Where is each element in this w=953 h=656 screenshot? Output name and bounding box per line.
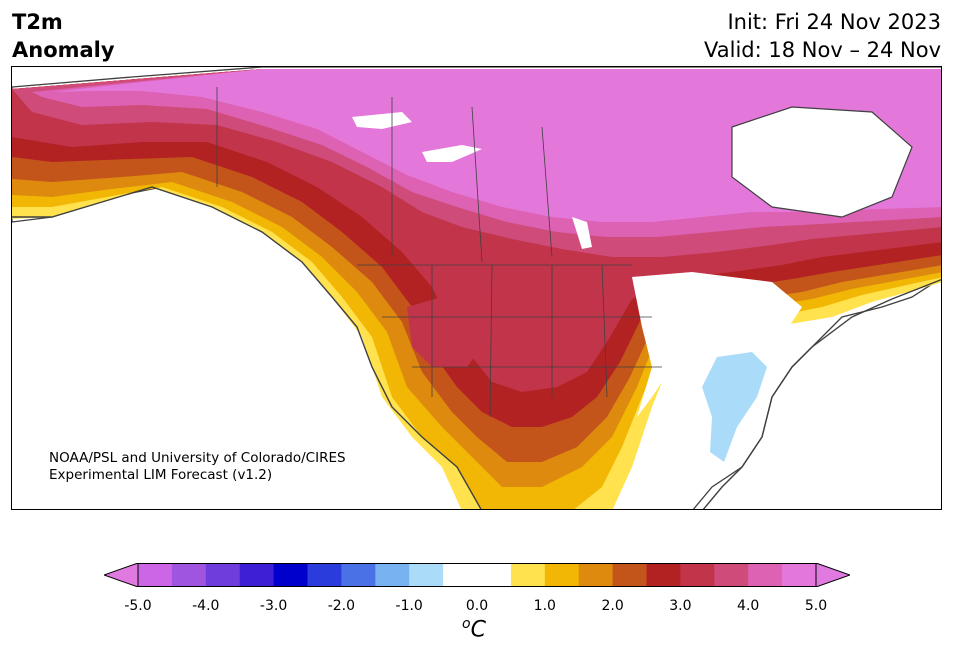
colorbar-tick-label: 2.0 (601, 598, 624, 614)
colorbar-tick-label: 0.0 (465, 598, 489, 614)
boundary-lines (216, 87, 662, 418)
anomaly-map (11, 66, 942, 510)
band-inner-sw (407, 297, 482, 367)
colorbar-tick-label: 3.0 (669, 598, 692, 614)
colorbar-cell (341, 563, 376, 587)
lake-great-bear (352, 112, 412, 129)
colorbar-cell (409, 563, 444, 587)
unit-letter: C (470, 617, 486, 643)
colorbar-cell (273, 563, 308, 587)
colorbar-over-arrow (815, 563, 850, 587)
colorbar-cell (680, 563, 715, 587)
colorbar-cell (477, 563, 512, 587)
colorbar-outline (137, 563, 817, 587)
lake-winnipeg (572, 217, 592, 249)
lake-great-slave (422, 145, 482, 162)
credit-line-2: Experimental LIM Forecast (v1.2) (49, 467, 273, 483)
colorbar-cell (375, 563, 410, 587)
colorbar-tick-label: -4.0 (192, 598, 220, 614)
unit-degree: o (462, 616, 471, 632)
colorbar-cell (171, 563, 207, 587)
colorbar-under-arrow (104, 563, 139, 587)
colorbar-cell (205, 563, 241, 587)
hudson-bay (731, 106, 913, 218)
credit-line-1: NOAA/PSL and University of Colorado/CIRE… (49, 450, 346, 466)
colorbar-cells (138, 563, 817, 587)
coastline-east (702, 279, 941, 509)
title-line-1: T2m (12, 10, 63, 34)
colorbar-tick-label: -1.0 (395, 598, 423, 614)
colorbar-cell (443, 563, 478, 587)
credit-text: NOAA/PSL and University of Colorado/CIRE… (49, 450, 346, 484)
colorbar-tick-label: 4.0 (737, 598, 760, 614)
forecast-dates: Init: Fri 24 Nov 2023 Valid: 18 Nov – 24… (704, 8, 941, 64)
near-zero-east (632, 272, 802, 417)
colorbar-tick-label: -2.0 (327, 598, 356, 614)
colorbar-cell (714, 563, 749, 587)
band-plus-5 (52, 69, 941, 222)
colorbar-ticks: -5.0 -4.0 -3.0 -2.0 -1.0 0.0 1.0 2.0 3.0 4.0 5.0 (0, 598, 953, 618)
init-date: Init: Fri 24 Nov 2023 (727, 10, 941, 34)
colorbar (104, 563, 850, 587)
title-line-2: Anomaly (12, 38, 115, 62)
colorbar-cell (612, 563, 647, 587)
colorbar-cell (782, 563, 817, 587)
colorbar-cell (510, 563, 546, 587)
map-svg (12, 67, 941, 509)
colorbar-cell (239, 563, 275, 587)
colorbar-tick-label: -5.0 (124, 598, 152, 614)
colorbar-tick-label: -3.0 (259, 598, 288, 614)
colorbar-cell (138, 563, 173, 587)
coastline-west (12, 186, 482, 509)
map-title: T2m Anomaly (12, 8, 115, 64)
colorbar-tick-label: 5.0 (804, 598, 828, 614)
valid-range: Valid: 18 Nov – 24 Nov (704, 38, 941, 62)
colorbar-cell (646, 563, 681, 587)
colorbar-cell (307, 563, 342, 587)
colorbar-tick-label: 1.0 (533, 598, 556, 614)
band-minus-1 (702, 352, 767, 462)
colorbar-unit: oC (462, 616, 486, 642)
colorbar-cell (748, 563, 783, 587)
colorbar-cell (578, 563, 614, 587)
colorbar-cell (544, 563, 580, 587)
